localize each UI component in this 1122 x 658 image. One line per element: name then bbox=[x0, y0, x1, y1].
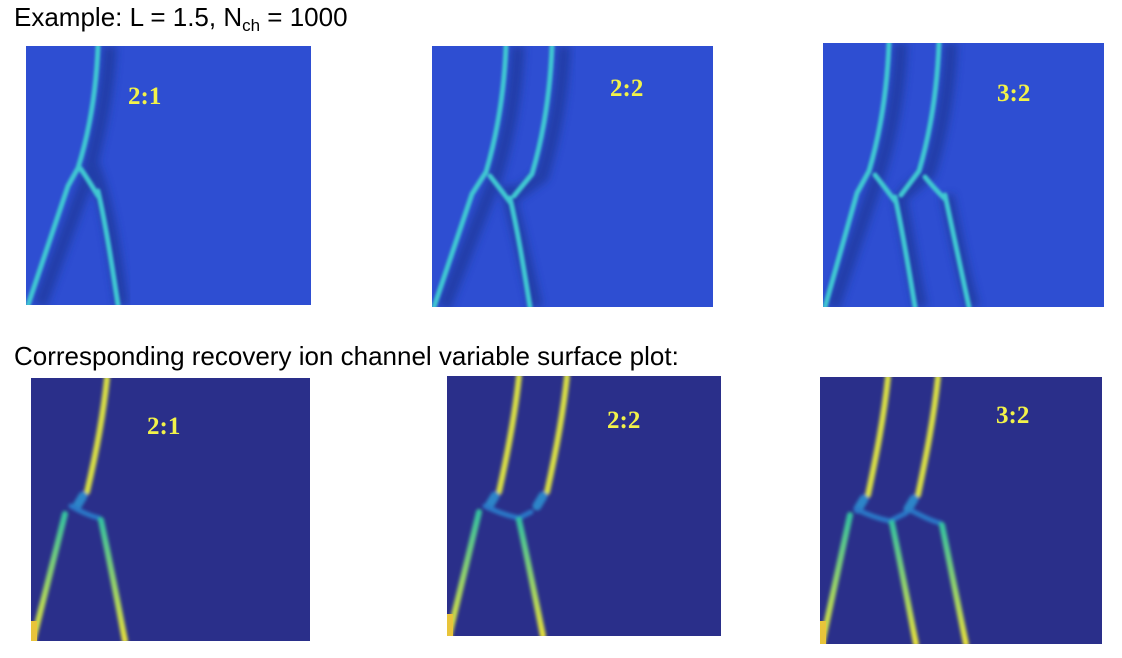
plot-canvas bbox=[820, 377, 1102, 644]
title-suffix: = 1000 bbox=[260, 2, 348, 32]
ratio-label: 3:2 bbox=[996, 402, 1030, 429]
plot-canvas bbox=[26, 46, 311, 305]
section-subtitle: Corresponding recovery ion channel varia… bbox=[14, 341, 679, 371]
ratio-label: 2:2 bbox=[607, 407, 641, 434]
ratio-label: 2:2 bbox=[610, 75, 644, 102]
ratio-label: 3:2 bbox=[997, 80, 1031, 107]
page-title: Example: L = 1.5, Nch = 1000 bbox=[14, 2, 348, 34]
plot-canvas bbox=[31, 378, 310, 641]
surface-plot-top-3-2: 3:2 bbox=[823, 43, 1104, 307]
ratio-label: 2:1 bbox=[128, 83, 162, 110]
surface-plot-top-2-1: 2:1 bbox=[26, 46, 311, 305]
plot-canvas bbox=[823, 43, 1104, 307]
title-subscript: ch bbox=[242, 16, 261, 35]
plot-canvas bbox=[447, 376, 721, 636]
title-prefix: Example: L = 1.5, N bbox=[14, 2, 243, 32]
surface-plot-top-2-2: 2:2 bbox=[432, 46, 713, 307]
ratio-label: 2:1 bbox=[147, 413, 181, 440]
recovery-plot-2-2: 2:2 bbox=[447, 376, 721, 636]
recovery-plot-3-2: 3:2 bbox=[820, 377, 1102, 644]
plot-canvas bbox=[432, 46, 713, 307]
recovery-plot-2-1: 2:1 bbox=[31, 378, 310, 641]
